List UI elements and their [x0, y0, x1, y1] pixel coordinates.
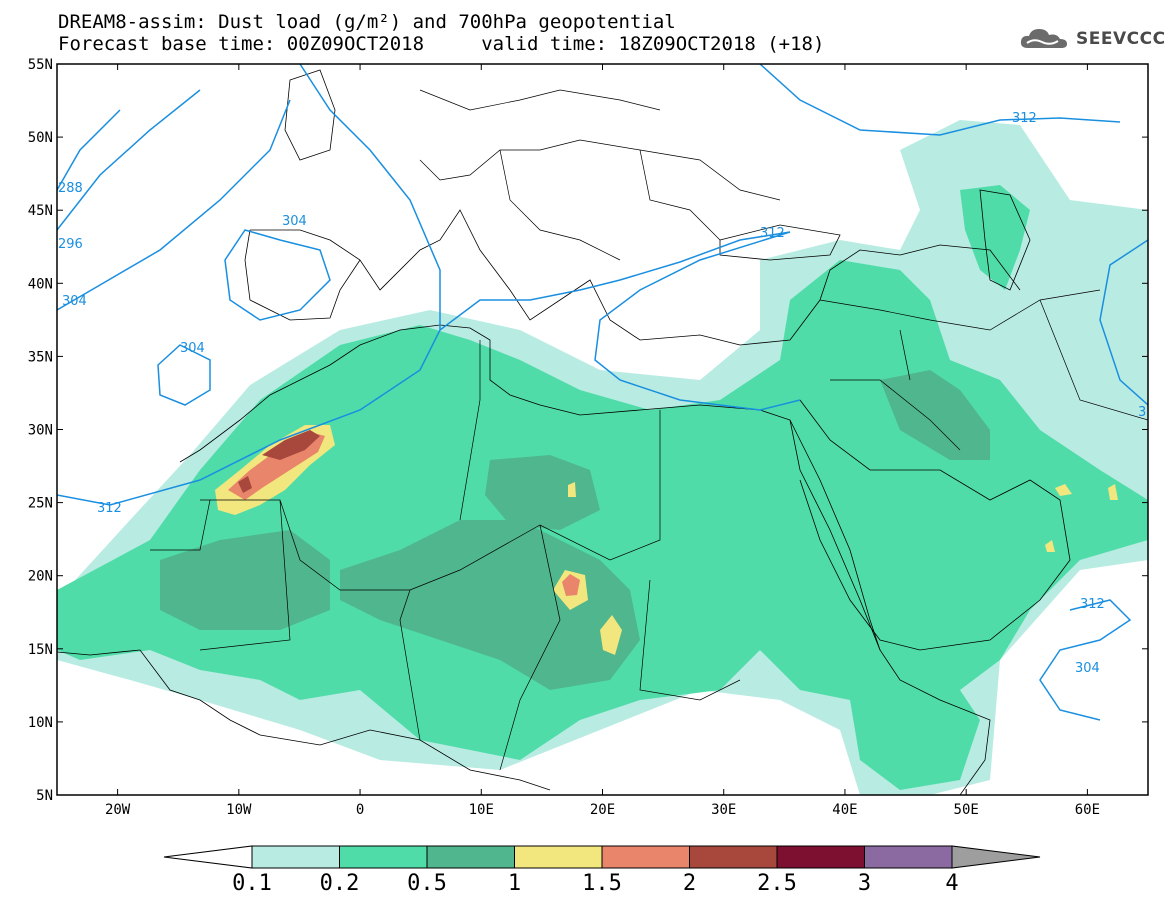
- map-title: DREAM8-assim: Dust load (g/m²) and 700hP…: [58, 11, 676, 33]
- lon-label: 20E: [590, 802, 615, 818]
- lat-label: 55N: [28, 57, 53, 73]
- colorbar-segment: [689, 845, 778, 869]
- colorbar-tick-label: 2.5: [757, 871, 797, 896]
- longitude-labels: 20W 10W 0 10E 20E 30E 40E 50E 60E: [105, 64, 1100, 818]
- lon-label: 0: [356, 802, 364, 818]
- uk-coast: [284, 69, 336, 161]
- colorbar: 0.1 0.2 0.5 1 1.5 2 2.5 3 4: [163, 845, 1041, 896]
- contour-312-main: [57, 64, 441, 506]
- contour-304-atlantic: [157, 344, 211, 406]
- contour-labels: 312 304 304 312 312 312 304 304 288 296 …: [58, 111, 1146, 676]
- colorbar-segment: [251, 845, 340, 869]
- colorbar-tick-label: 1.5: [582, 871, 622, 896]
- dust-level-1.5-chad: [562, 574, 580, 596]
- contour-304-iberia: [224, 229, 331, 321]
- dust-level-0.5-north: [485, 455, 600, 530]
- contour-label: 304: [282, 214, 307, 229]
- africa-coast: [57, 324, 991, 795]
- lat-label: 25N: [28, 496, 53, 512]
- lon-label: 10E: [469, 802, 494, 818]
- contour-304-west: [57, 99, 291, 311]
- contour-label: 312: [97, 501, 122, 516]
- lat-label: 35N: [28, 349, 53, 365]
- contour-296-west: [57, 89, 201, 231]
- cloud-icon: [1020, 29, 1067, 48]
- contour-312-north: [759, 64, 1121, 136]
- logo-text: SEEVCCC: [1076, 29, 1165, 49]
- lat-label: 5N: [36, 788, 53, 804]
- lon-label: 50E: [954, 802, 979, 818]
- contour-312-iran: [1099, 239, 1148, 406]
- black-sea: [719, 224, 841, 261]
- colorbar-segment: [776, 845, 865, 869]
- lon-label: 10W: [226, 802, 252, 818]
- europe-coast: [250, 209, 1021, 346]
- dust-level-2-small: [238, 476, 252, 493]
- contour-label: 3: [1138, 405, 1146, 420]
- contour-label: 304: [62, 294, 87, 309]
- dust-level-1-gulf: [568, 482, 1118, 552]
- red-sea: [789, 419, 881, 651]
- iberia: [244, 229, 361, 321]
- colorbar-segment: [864, 845, 953, 869]
- colorbar-tick-label: 3: [858, 871, 871, 896]
- lon-label: 20W: [105, 802, 131, 818]
- contour-312-arabian: [1039, 599, 1132, 721]
- lat-label: 10N: [28, 715, 53, 731]
- dust-level-0.5-sahara: [340, 520, 640, 690]
- contour-label: 312: [1012, 111, 1037, 126]
- colorbar-segment: [339, 845, 428, 869]
- contour-label: 312: [760, 226, 785, 241]
- colorbar-tick-label: 4: [945, 871, 958, 896]
- colorbar-segment: [601, 845, 690, 869]
- caspian: [979, 189, 1031, 291]
- dust-level-1-sudan: [600, 615, 622, 655]
- colorbar-low-arrow: [163, 845, 253, 869]
- colorbar-tick-label: 1: [508, 871, 521, 896]
- contour-312-east: [439, 231, 791, 331]
- colorbar-tick-label: 0.2: [320, 871, 360, 896]
- borders-africa: [150, 340, 741, 771]
- forecast-time-line: Forecast base time: 00Z09OCT2018 valid t…: [58, 33, 825, 55]
- geopotential-contours: [57, 64, 1148, 721]
- borders-europe: [419, 89, 781, 261]
- lat-label: 15N: [28, 642, 53, 658]
- contour-label: 312: [1080, 597, 1105, 612]
- arabia: [799, 399, 1071, 651]
- contour-label: 304: [180, 341, 205, 356]
- colorbar-tick-label: 0.1: [232, 871, 272, 896]
- dust-level-0.2: [57, 260, 1148, 790]
- dust-fields: [57, 120, 1148, 795]
- colorbar-segment: [426, 845, 515, 869]
- lon-label: 30E: [711, 802, 736, 818]
- dust-level-0.2-caspian: [960, 185, 1030, 290]
- dust-level-0.5-mideast: [880, 370, 990, 460]
- colorbar-segment: [514, 845, 603, 869]
- contour-label: 304: [1075, 661, 1100, 676]
- contour-288-west: [57, 109, 121, 191]
- lat-label: 30N: [28, 423, 53, 439]
- lat-label: 40N: [28, 276, 53, 292]
- colorbar-high-arrow: [951, 845, 1041, 869]
- latitude-labels: 55N 50N 45N 40N 35N 30N 25N 20N 15N 10N 5N: [28, 57, 1148, 804]
- colorbar-tick-label: 0.5: [407, 871, 447, 896]
- colorbar-tick-label: 2: [683, 871, 696, 896]
- lat-label: 50N: [28, 130, 53, 146]
- coastlines: [57, 69, 1148, 795]
- lon-label: 60E: [1075, 802, 1100, 818]
- borders-mideast: [819, 289, 1148, 451]
- contour-label: 288: [58, 181, 83, 196]
- lat-label: 20N: [28, 569, 53, 585]
- seevccc-logo: SEEVCCC: [1018, 26, 1165, 52]
- contour-label: 296: [58, 237, 83, 252]
- lat-label: 45N: [28, 203, 53, 219]
- contour-312-med: [594, 231, 801, 411]
- lon-label: 40E: [832, 802, 857, 818]
- dust-level-2-morocco: [262, 430, 320, 460]
